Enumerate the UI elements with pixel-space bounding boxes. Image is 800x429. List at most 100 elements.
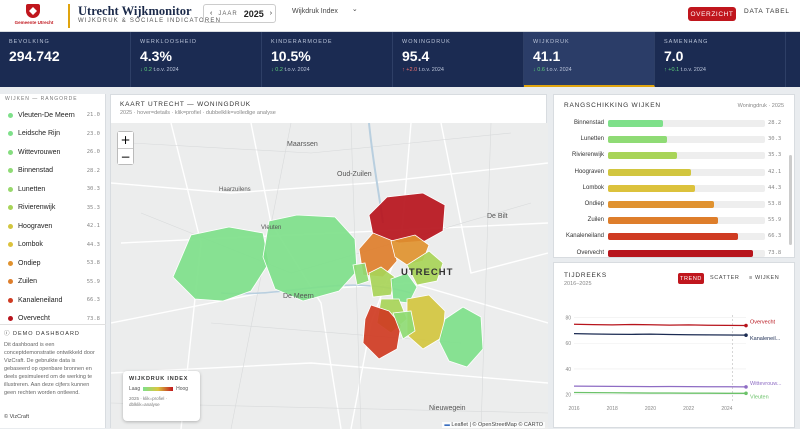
crest-icon <box>26 4 40 18</box>
app-subtitle: WIJKDRUK & SOCIALE INDICATOREN <box>78 18 222 24</box>
district-kanaleneiland[interactable] <box>362 304 402 360</box>
ranking-value: 66.3 <box>768 233 782 240</box>
ranking-value: 35.3 <box>768 152 782 159</box>
place-haarzuilens: Haarzuilens <box>219 187 251 193</box>
district-item[interactable]: Lombok 44.3 <box>0 236 106 254</box>
next-year-button[interactable]: › <box>269 10 273 17</box>
ranking-scrollbar[interactable] <box>789 155 792 245</box>
district-color-dot <box>8 205 13 210</box>
kpi-label: SAMENHANG <box>664 39 709 45</box>
district-name: Lombok <box>18 241 43 248</box>
series-end-point[interactable] <box>744 391 748 396</box>
index-select[interactable]: Wijkdruk Index ⌄ <box>292 6 358 15</box>
legend-gradient <box>143 387 174 391</box>
trend-arrow-icon: ↓ <box>271 67 274 73</box>
district-item[interactable]: Kanaleneiland 66.3 <box>0 291 106 309</box>
demo-text: Dit dashboard is een conceptdemonstratie… <box>4 341 95 396</box>
kpi-woningdruk[interactable]: WONINGDRUK 95.4 ↑ +2.0 t.o.v. 2024 <box>393 32 524 87</box>
district-value: 55.9 <box>86 278 100 285</box>
series-end-point[interactable] <box>744 323 748 328</box>
map-canvas[interactable]: + − Maarssen Oud-Zuilen UTRECHT De Bilt … <box>111 123 548 429</box>
district-item[interactable]: Leidsche Rijn 23.0 <box>0 125 106 143</box>
map-legend: WIJKDRUK INDEX Laag Hoog 2025 · klik=pro… <box>123 371 200 421</box>
trend-arrow-icon: ↓ <box>140 67 143 73</box>
district-item[interactable]: Overvecht 73.8 <box>0 310 106 328</box>
trend-tab[interactable]: TREND <box>678 273 704 284</box>
data-tabel-button[interactable]: DATA TABEL <box>744 8 790 15</box>
district-item[interactable]: Hoograven 42.1 <box>0 217 106 235</box>
legend-note: 2025 · klik=profiel · dblklik=analyse <box>129 396 168 407</box>
district-item[interactable]: Rivierenwijk 35.3 <box>0 199 106 217</box>
district-vleuten-de-meern[interactable] <box>172 226 270 302</box>
ranking-bar <box>608 249 753 257</box>
zoom-in-button[interactable]: + <box>118 132 133 148</box>
map-svg <box>111 123 548 429</box>
demo-notice: ⓘ DEMO DASHBOARD Dit dashboard is een co… <box>0 324 106 398</box>
district-item[interactable]: Binnenstad 28.2 <box>0 162 106 180</box>
kpi-werkloosheid[interactable]: WERKLOOSHEID 4.3% ↓ 0.2 t.o.v. 2024 <box>131 32 262 87</box>
series-end-point[interactable] <box>744 333 748 337</box>
district-noordoost[interactable] <box>406 250 444 286</box>
district-item[interactable]: Zuilen 55.9 <box>0 273 106 291</box>
district-name: Lunetten <box>18 185 46 193</box>
ranking-panel: RANGSCHIKKING WIJKEN Woningdruk · 2025 B… <box>553 94 795 258</box>
ranking-row[interactable]: Ondiep 53.8 <box>554 198 788 211</box>
kpi-delta: ↓ 0.6 t.o.v. 2024 <box>533 67 572 73</box>
ranking-name: Ondiep <box>584 201 604 207</box>
timeseries-range: 2016–2025 <box>564 281 592 287</box>
ranking-track <box>608 201 765 208</box>
kpi-bevolking[interactable]: BEVOLKING 294.742 <box>0 32 131 87</box>
ranking-row[interactable]: Binnenstad 28.2 <box>554 117 788 130</box>
series-end-point[interactable] <box>744 385 748 389</box>
ranking-bar <box>608 168 691 176</box>
gemeente-utrecht-logo[interactable]: Gemeente Utrecht <box>14 4 53 28</box>
ranking-row[interactable]: Hoograven 42.1 <box>554 166 788 179</box>
map-title: KAART UTRECHT — WONINGDRUK <box>120 101 251 108</box>
district-item[interactable]: Vleuten-De Meern 21.0 <box>0 106 106 124</box>
ranking-row[interactable]: Zuilen 55.9 <box>554 214 788 227</box>
district-binnenstad[interactable] <box>390 272 418 304</box>
district-item[interactable]: Ondiep 53.8 <box>0 254 106 272</box>
place-maarssen: Maarssen <box>287 141 318 148</box>
kpi-samenhang[interactable]: SAMENHANG 7.0 ↑ +0.1 t.o.v. 2024 <box>655 32 786 87</box>
ranking-row[interactable]: Lombok 44.3 <box>554 182 788 195</box>
ranking-value: 73.8 <box>768 249 782 256</box>
map-attribution[interactable]: ▬ Leaflet | © OpenStreetMap © CARTO <box>442 422 545 428</box>
district-wittevrouwen[interactable] <box>352 262 370 286</box>
scatter-tab[interactable]: SCATTER <box>710 275 740 281</box>
legend-high: Hoog <box>176 386 189 392</box>
wijken-filter-button[interactable]: ≡ WIJKEN <box>749 275 780 281</box>
series-line-0[interactable] <box>573 323 747 327</box>
district-item[interactable]: Lunetten 30.3 <box>0 180 106 198</box>
zoom-out-button[interactable]: − <box>118 148 133 164</box>
series-label: Wittevrouw... <box>750 381 782 387</box>
map-panel: KAART UTRECHT — WONINGDRUK 2025 · hover=… <box>110 94 548 429</box>
district-item[interactable]: Wittevrouwen 26.0 <box>0 143 106 161</box>
timeseries-chart: 20 40 60 80 2016 2018 2020 2022 2024 Overvecht Kan… <box>565 315 782 412</box>
series-line-3[interactable] <box>573 391 746 394</box>
overzicht-button[interactable]: OVERZICHT <box>688 7 736 21</box>
kpi-kinderarmoede[interactable]: KINDERARMOEDE 10.5% ↓ 0.2 t.o.v. 2024 <box>262 32 393 87</box>
kpi-wijkdruk[interactable]: WIJKDRUK 41.1 ↓ 0.6 t.o.v. 2024 <box>524 32 655 87</box>
y-tick-label: 20 <box>565 393 571 399</box>
prev-year-button[interactable]: ‹ <box>210 10 213 17</box>
series-line-1[interactable] <box>573 332 747 336</box>
x-tick-label: 2022 <box>683 406 694 412</box>
ranking-name: Lunetten <box>580 136 604 143</box>
ranking-bar <box>608 201 714 208</box>
district-lunetten[interactable] <box>438 306 484 368</box>
ranking-row[interactable]: Kanaleneiland 66.3 <box>554 230 788 243</box>
ranking-name: Overvecht <box>576 249 604 256</box>
series-line-2[interactable] <box>573 385 747 388</box>
ranking-row[interactable]: Lunetten 30.3 <box>554 133 788 146</box>
district-rivierenwijk[interactable] <box>392 310 416 340</box>
ranking-value: 53.8 <box>768 201 782 207</box>
ranking-row[interactable]: Overvecht 73.8 <box>554 247 788 260</box>
ranking-row[interactable]: Rivierenwijk 35.3 <box>554 149 788 162</box>
year-label: JAAR <box>218 10 238 17</box>
district-leidsche-rijn[interactable] <box>262 214 358 302</box>
district-value: 42.1 <box>86 223 100 229</box>
district-color-dot <box>8 149 13 155</box>
district-value: 30.3 <box>86 186 100 192</box>
ranking-bar <box>608 136 668 144</box>
